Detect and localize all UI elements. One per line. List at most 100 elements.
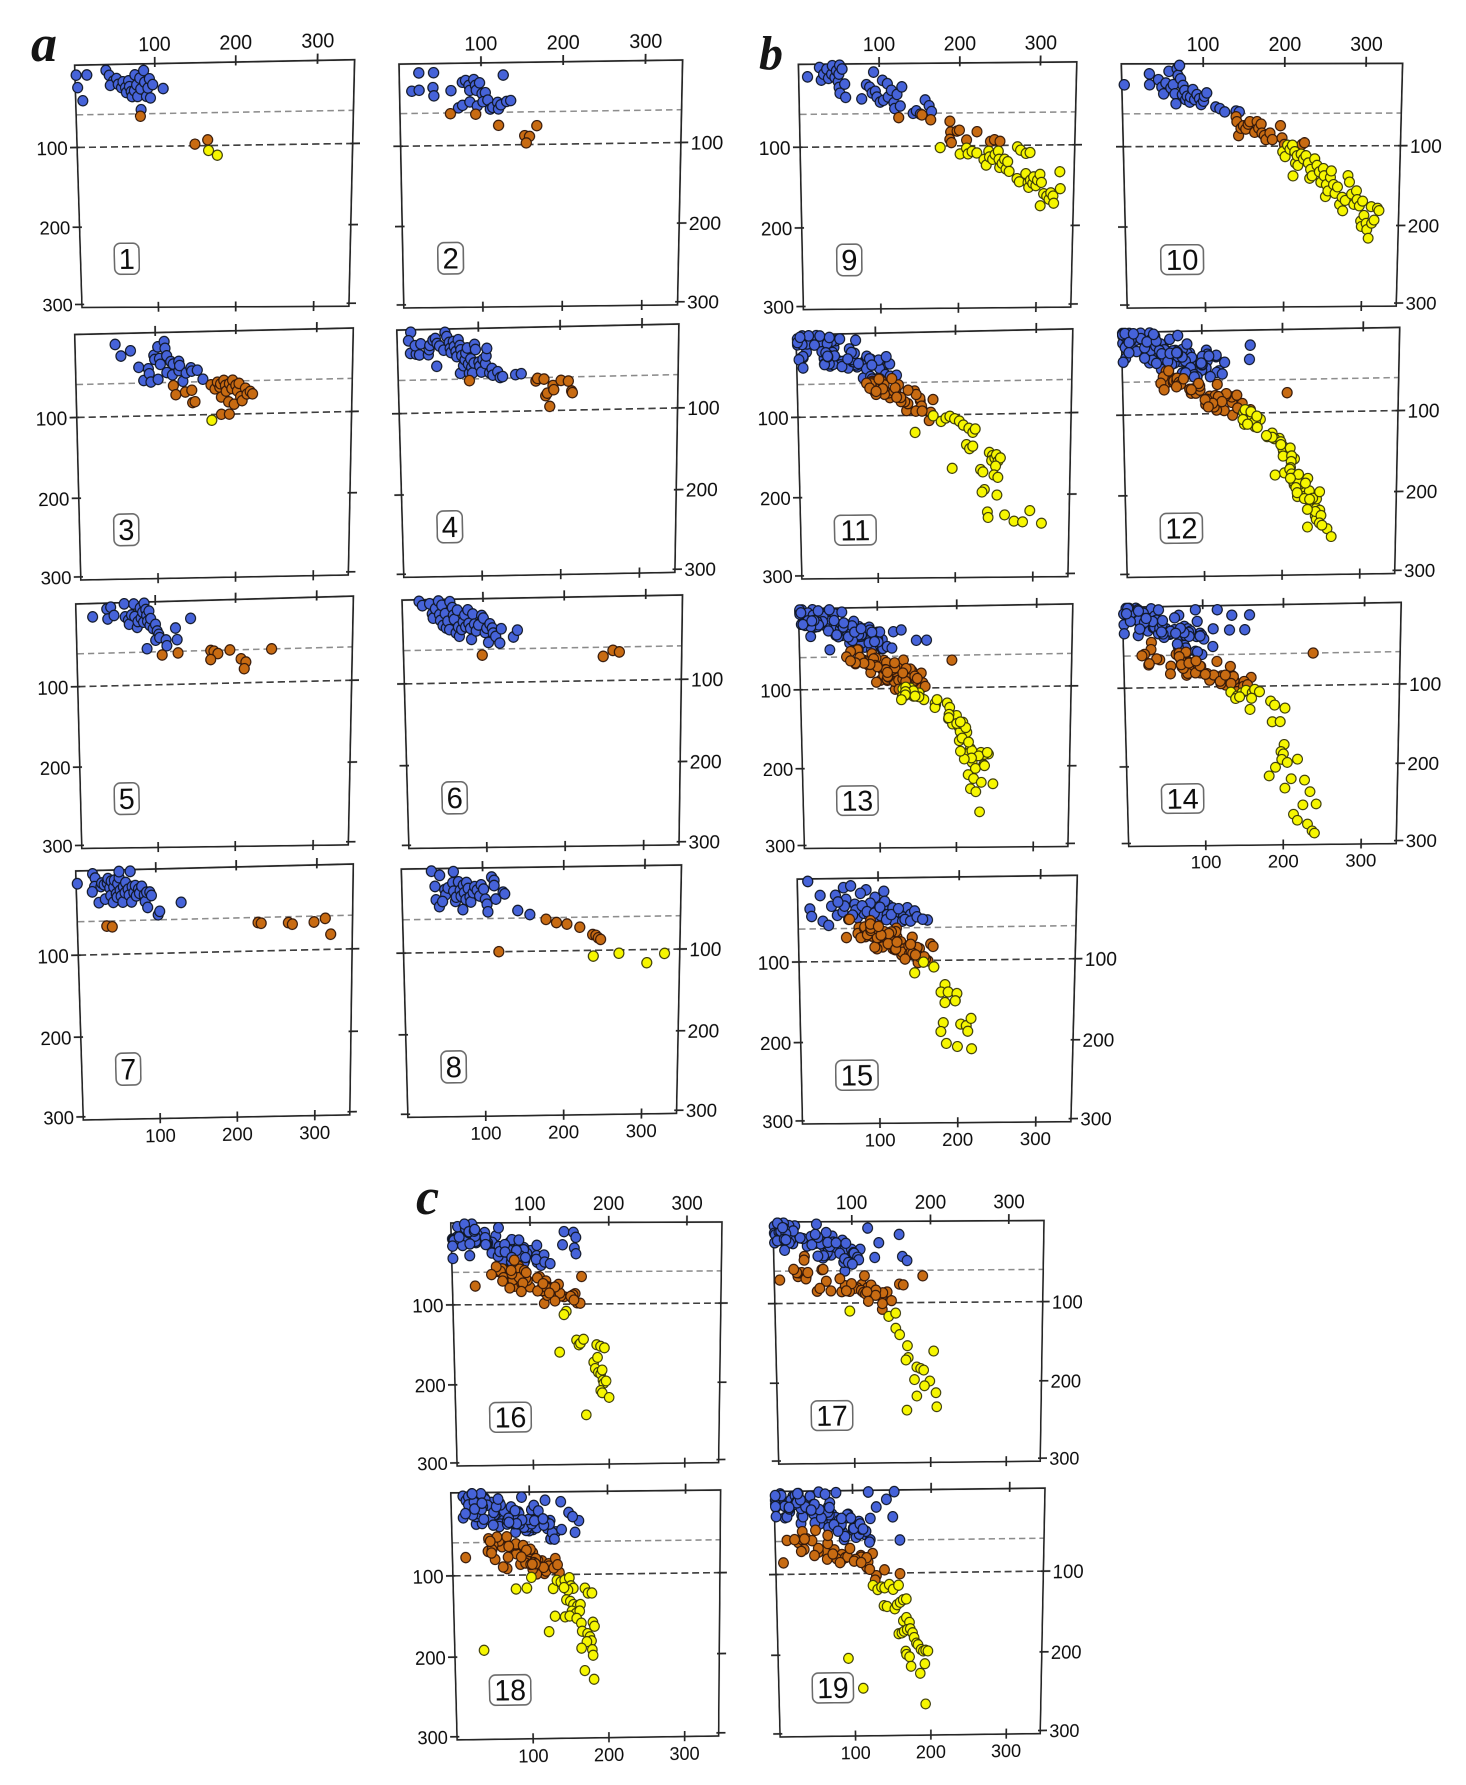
svg-text:300: 300 bbox=[301, 30, 334, 54]
svg-text:200: 200 bbox=[1268, 851, 1299, 872]
svg-text:300: 300 bbox=[1080, 1109, 1112, 1130]
svg-text:15: 15 bbox=[841, 1059, 874, 1092]
svg-text:100: 100 bbox=[37, 677, 69, 700]
svg-text:100: 100 bbox=[865, 1130, 896, 1151]
svg-text:300: 300 bbox=[626, 1120, 657, 1142]
svg-text:300: 300 bbox=[42, 836, 73, 857]
svg-text:300: 300 bbox=[991, 1740, 1021, 1761]
svg-text:100: 100 bbox=[37, 945, 69, 968]
svg-text:300: 300 bbox=[684, 559, 716, 581]
svg-text:16: 16 bbox=[494, 1402, 526, 1434]
svg-text:300: 300 bbox=[762, 567, 793, 588]
svg-text:300: 300 bbox=[688, 832, 720, 853]
svg-text:4: 4 bbox=[441, 510, 458, 544]
svg-text:200: 200 bbox=[39, 758, 70, 780]
svg-text:100: 100 bbox=[757, 952, 790, 974]
svg-text:100: 100 bbox=[757, 408, 789, 430]
svg-text:10: 10 bbox=[1166, 243, 1199, 276]
svg-text:200: 200 bbox=[689, 213, 722, 235]
svg-text:300: 300 bbox=[417, 1453, 448, 1475]
svg-text:200: 200 bbox=[1269, 33, 1302, 56]
svg-text:13: 13 bbox=[841, 785, 873, 817]
svg-text:200: 200 bbox=[222, 1124, 253, 1146]
svg-text:200: 200 bbox=[594, 1744, 624, 1766]
svg-text:300: 300 bbox=[993, 1191, 1025, 1213]
svg-text:200: 200 bbox=[38, 490, 70, 511]
svg-text:18: 18 bbox=[494, 1674, 526, 1707]
svg-text:200: 200 bbox=[547, 32, 580, 55]
svg-text:100: 100 bbox=[863, 34, 896, 57]
svg-text:300: 300 bbox=[1049, 1720, 1080, 1741]
svg-text:100: 100 bbox=[691, 669, 724, 692]
svg-text:300: 300 bbox=[1024, 32, 1057, 55]
svg-text:8: 8 bbox=[445, 1051, 462, 1084]
svg-text:200: 200 bbox=[415, 1647, 446, 1670]
svg-text:200: 200 bbox=[760, 1033, 792, 1055]
svg-text:200: 200 bbox=[762, 760, 793, 781]
svg-text:200: 200 bbox=[1082, 1029, 1115, 1051]
svg-text:100: 100 bbox=[1190, 852, 1221, 873]
svg-text:19: 19 bbox=[817, 1673, 849, 1706]
svg-text:200: 200 bbox=[942, 1129, 973, 1150]
svg-text:100: 100 bbox=[758, 138, 790, 160]
svg-text:100: 100 bbox=[1409, 674, 1442, 696]
svg-text:300: 300 bbox=[1020, 1129, 1052, 1150]
svg-text:300: 300 bbox=[1049, 1448, 1080, 1469]
svg-text:100: 100 bbox=[1084, 948, 1117, 971]
svg-text:300: 300 bbox=[765, 837, 796, 857]
svg-text:200: 200 bbox=[40, 1027, 72, 1049]
svg-text:200: 200 bbox=[916, 1741, 946, 1762]
svg-text:300: 300 bbox=[629, 31, 662, 54]
svg-text:100: 100 bbox=[689, 937, 722, 960]
svg-text:17: 17 bbox=[816, 1400, 848, 1432]
svg-text:100: 100 bbox=[412, 1565, 444, 1588]
svg-text:200: 200 bbox=[686, 479, 718, 501]
svg-text:100: 100 bbox=[514, 1192, 546, 1215]
svg-text:7: 7 bbox=[120, 1052, 137, 1086]
svg-text:200: 200 bbox=[761, 219, 793, 240]
svg-text:300: 300 bbox=[762, 1111, 794, 1132]
svg-text:2: 2 bbox=[442, 243, 459, 275]
svg-text:200: 200 bbox=[915, 1191, 947, 1213]
svg-text:300: 300 bbox=[1405, 831, 1437, 852]
svg-text:100: 100 bbox=[470, 1122, 501, 1144]
svg-text:100: 100 bbox=[35, 409, 67, 431]
svg-text:100: 100 bbox=[1410, 136, 1443, 158]
svg-text:200: 200 bbox=[1407, 753, 1439, 775]
svg-text:300: 300 bbox=[671, 1191, 703, 1214]
svg-text:200: 200 bbox=[687, 1019, 719, 1042]
svg-text:100: 100 bbox=[1407, 401, 1440, 423]
svg-text:100: 100 bbox=[687, 397, 720, 420]
svg-text:300: 300 bbox=[1404, 561, 1436, 582]
svg-text:300: 300 bbox=[417, 1726, 448, 1748]
svg-text:6: 6 bbox=[446, 781, 463, 814]
svg-text:300: 300 bbox=[1345, 851, 1376, 872]
svg-text:5: 5 bbox=[118, 782, 134, 815]
svg-text:100: 100 bbox=[145, 1125, 176, 1147]
svg-text:3: 3 bbox=[118, 514, 135, 547]
svg-text:300: 300 bbox=[687, 292, 719, 313]
svg-text:11: 11 bbox=[840, 514, 870, 547]
svg-text:300: 300 bbox=[686, 1099, 718, 1121]
svg-text:12: 12 bbox=[1165, 512, 1198, 545]
svg-text:200: 200 bbox=[1406, 482, 1438, 503]
svg-text:300: 300 bbox=[1350, 33, 1383, 56]
svg-text:100: 100 bbox=[1186, 33, 1219, 56]
svg-text:200: 200 bbox=[219, 31, 252, 54]
svg-text:200: 200 bbox=[1407, 216, 1439, 237]
svg-text:300: 300 bbox=[1405, 294, 1437, 315]
svg-text:100: 100 bbox=[412, 1294, 444, 1317]
svg-text:100: 100 bbox=[841, 1742, 871, 1763]
svg-text:300: 300 bbox=[40, 568, 71, 589]
svg-text:300: 300 bbox=[43, 1107, 75, 1129]
svg-text:100: 100 bbox=[1052, 1560, 1084, 1582]
svg-text:100: 100 bbox=[760, 681, 792, 702]
svg-text:9: 9 bbox=[841, 244, 858, 277]
svg-text:100: 100 bbox=[138, 33, 171, 56]
svg-text:100: 100 bbox=[518, 1745, 549, 1767]
svg-text:300: 300 bbox=[299, 1122, 330, 1144]
svg-text:300: 300 bbox=[763, 298, 795, 319]
svg-text:300: 300 bbox=[669, 1742, 699, 1764]
svg-text:100: 100 bbox=[1052, 1292, 1083, 1314]
svg-text:14: 14 bbox=[1166, 782, 1199, 815]
